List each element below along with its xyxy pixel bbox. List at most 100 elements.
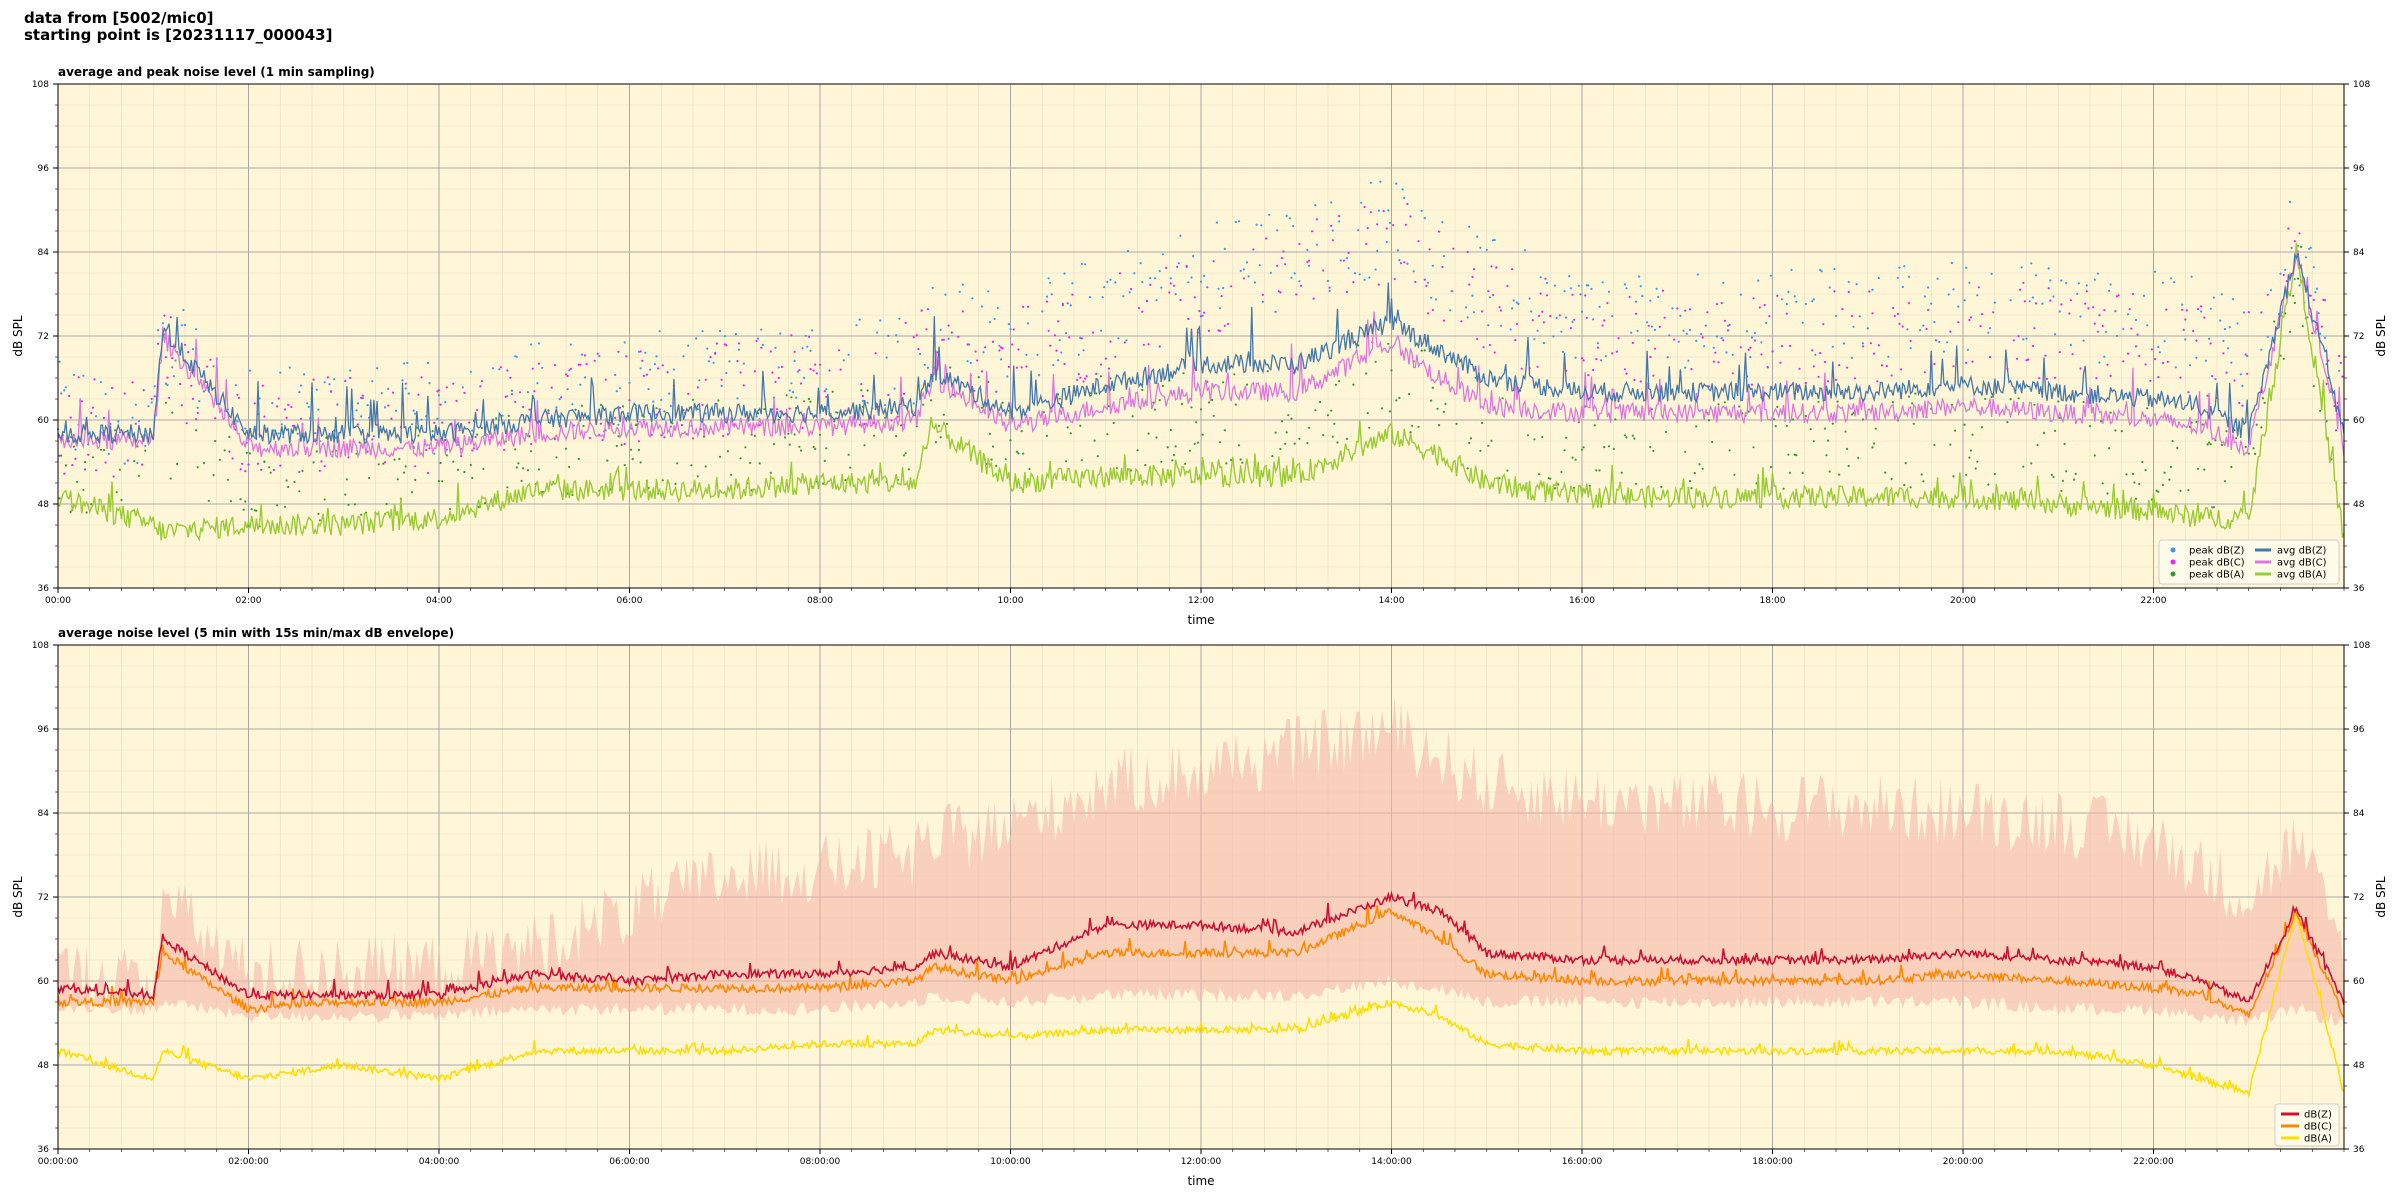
peak-point [812,445,815,449]
peak-point [1563,449,1566,452]
peak-point [279,371,282,374]
peak-point [617,435,620,438]
peak-point [1258,264,1261,267]
peak-point [1176,265,1179,268]
peak-point [1423,217,1426,220]
peak-point [2082,400,2085,404]
peak-point [1196,441,1199,444]
peak-point [1580,310,1584,313]
peak-point [1403,196,1406,199]
peak-point [530,442,533,446]
peak-point [1698,463,1701,466]
peak-point [1587,284,1590,287]
y-tick-label: 108 [32,80,49,90]
peak-point [306,402,309,405]
peak-point [2211,375,2214,378]
peak-point [1096,455,1099,458]
peak-point [904,321,907,324]
peak-point [1639,380,1642,383]
peak-point [1431,264,1434,267]
peak-point [437,480,441,483]
peak-point [1539,292,1542,295]
peak-point [1636,329,1639,332]
peak-point [95,469,98,472]
peak-point [1515,301,1518,304]
peak-point [71,464,74,467]
peak-point [1649,446,1652,449]
legend: peak dB(Z)peak dB(C)peak dB(A)avg dB(Z)a… [2158,539,2340,585]
peak-point [414,412,417,415]
peak-point [980,406,984,409]
peak-point [1322,269,1325,272]
peak-point [690,464,693,467]
peak-point [895,435,898,438]
peak-point [180,324,183,327]
peak-point [2082,339,2085,342]
peak-point [1298,280,1301,283]
peak-point [1582,446,1585,449]
peak-point [961,283,965,286]
peak-point [1211,398,1214,401]
peak-point [2120,430,2123,433]
peak-point [1131,415,1134,418]
peak-point [2323,299,2327,302]
peak-point [2188,364,2192,367]
peak-point [1063,362,1066,366]
peak-point [2166,360,2169,363]
peak-point [403,471,406,474]
peak-point [1657,295,1660,299]
peak-point [1573,486,1576,489]
peak-point [639,350,642,353]
peak-point [1025,353,1028,356]
peak-point [1358,273,1361,276]
peak-point [1106,433,1109,436]
peak-point [1099,375,1103,378]
peak-point [723,335,726,338]
peak-point [472,447,475,450]
peak-point [1588,484,1591,487]
x-tick-label: 10:00 [998,596,1024,606]
peak-point [2282,357,2285,360]
peak-point [2093,322,2096,325]
peak-point [653,363,657,366]
peak-point [387,387,390,390]
peak-point [1733,473,1736,476]
peak-point [444,438,447,441]
peak-point [790,334,793,337]
peak-point [1020,366,1023,369]
peak-point [1009,328,1012,331]
peak-point [1185,265,1188,268]
peak-point [404,382,407,385]
peak-point [1801,321,1804,324]
peak-point [1388,410,1391,413]
peak-point [1406,262,1409,265]
peak-point [1749,356,1752,359]
peak-point [769,471,772,474]
peak-point [1139,262,1142,265]
peak-point [2009,299,2012,302]
peak-point [1906,328,1909,331]
peak-point [393,458,396,461]
x-tick-label: 00:00:00 [38,1157,79,1167]
peak-point [1933,321,1936,324]
peak-point [272,429,275,432]
peak-point [1145,300,1149,303]
peak-point [680,423,684,427]
peak-point [2065,470,2068,473]
peak-point [833,420,836,423]
peak-point [2163,471,2166,474]
peak-point [1276,264,1279,267]
y-axis-label-right: dB SPL [2374,315,2388,357]
peak-point [1312,297,1315,300]
peak-point [1828,286,1831,289]
peak-point [1399,262,1403,265]
peak-point [1701,336,1704,339]
peak-point [1768,315,1771,318]
peak-point [1695,339,1698,342]
peak-point [796,370,799,373]
peak-point [2054,376,2057,379]
peak-point [1682,329,1685,332]
peak-point [1234,220,1237,224]
peak-point [428,382,431,385]
peak-point [1487,290,1490,293]
